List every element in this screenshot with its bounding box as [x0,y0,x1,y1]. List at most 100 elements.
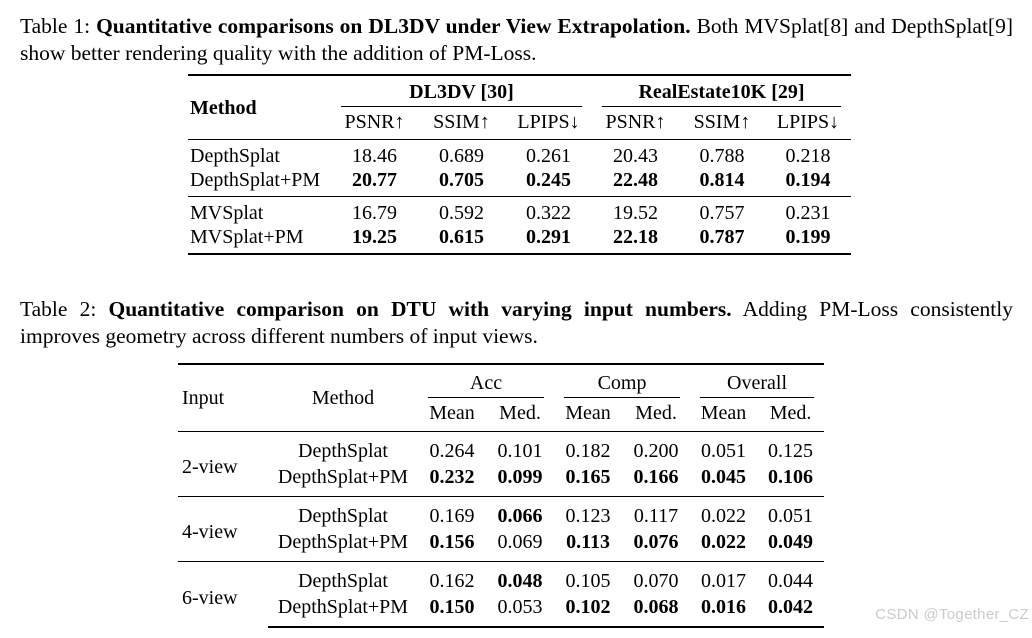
metric-value: 20.77 [352,169,397,191]
metric-value: 16.79 [331,196,418,225]
metric-value: 0.048 [486,561,555,594]
column-header-median: Med. [757,398,825,432]
column-group-acc: Acc [418,363,555,398]
metric-value: 0.022 [690,496,758,529]
column-header-psnr: PSNR↑ [592,107,679,140]
metric-value: 0.787 [679,225,765,255]
column-group-dl3dv: DL3DV [30] [331,74,592,107]
method-name: DepthSplat+PM [268,594,418,628]
table1-caption-text: Both MVSplat[8] and DepthSplat[9] show b… [20,14,1013,65]
group-label-acc: Acc [428,371,545,398]
table2-metric-header-row: Mean Med. Mean Med. Mean Med. [178,398,825,432]
table1-caption: Table 1: Quantitative comparisons on DL3… [20,13,1013,66]
metric-value: 0.194 [785,169,831,191]
table-row: MVSplat 16.79 0.592 0.322 19.52 0.757 0.231 [188,196,852,225]
group-label-overall: Overall [700,371,815,398]
metric-value: 0.245 [526,169,571,191]
method-name: DepthSplat [268,561,418,594]
metric-value: 0.291 [505,225,592,255]
column-header-psnr: PSNR↑ [331,107,418,140]
table1-metric-header-row: PSNR↑ SSIM↑ LPIPS↓ PSNR↑ SSIM↑ LPIPS↓ [188,107,852,140]
table2-caption-title: Quantitative comparison on DTU with vary… [108,297,732,321]
metric-value: 0.615 [418,225,505,255]
metric-value: 0.757 [679,196,765,225]
table-row: 6-view DepthSplat 0.162 0.048 0.105 0.070 0.01… [178,561,825,627]
metric-value: 0.162 [418,561,486,594]
column-group-comp: Comp [554,363,691,398]
metric-value: 0.053 [486,594,555,628]
csdn-watermark: CSDN @Together_CZ [875,606,1029,623]
method-name: DepthSplat [298,440,388,462]
input-views-label: 6-view [178,561,268,627]
metric-value: 0.102 [554,594,623,628]
metric-value: 0.264 [429,440,475,462]
method-name: MVSplat [188,196,331,225]
metric-value: 0.076 [633,531,679,553]
metric-value: 20.43 [613,145,658,167]
column-header-mean: Mean [554,398,623,432]
metric-value: 0.231 [765,196,852,225]
metric-value: 19.25 [331,225,418,255]
table2-caption-label: Table 2: [20,297,109,321]
metric-value: 0.069 [497,531,543,553]
metric-value: 18.46 [352,145,397,167]
table2-caption-text: Adding PM-Loss consistently improves geo… [20,297,1013,348]
metric-value: 19.52 [592,196,679,225]
method-name: MVSplat+PM [188,225,331,255]
metric-value: 0.113 [566,531,610,553]
column-header-method: Method [268,363,418,432]
metric-value: 22.18 [592,225,679,255]
table-row: 4-view DepthSplat 0.169 0.066 0.123 0.117 0.02… [178,496,825,562]
column-header-input: Input [178,363,268,432]
input-views-label: 2-view [182,456,238,478]
metric-value: 0.165 [565,466,611,488]
table2-group-header-row: Input Method Acc Comp Overall [178,363,825,432]
metric-value: 0.045 [701,466,747,488]
metric-value: 0.044 [757,561,825,594]
metric-value: 0.705 [439,169,484,191]
metric-value: 0.051 [757,496,825,529]
column-header-median: Med. [486,398,555,432]
metric-value: 0.105 [554,561,623,594]
metric-value: 0.261 [526,145,571,167]
metric-value: 0.150 [418,594,486,628]
table-row: MVSplat+PM 19.25 0.615 0.291 22.18 0.787 0.199 [188,225,852,255]
metric-value: 0.218 [785,145,831,167]
metric-value: 0.166 [633,466,679,488]
metric-value: 0.017 [690,561,758,594]
metric-value: 0.068 [622,594,691,628]
column-header-lpips: LPIPS↓ [765,107,852,140]
table-row: DepthSplat+PM 0.232 0.099 0.165 0.166 0.045 0.… [178,464,824,497]
method-name: DepthSplat [268,496,418,529]
metric-value: 0.156 [429,531,475,553]
metric-value: 0.123 [554,496,623,529]
method-name: DepthSplat+PM [277,466,409,488]
metric-value: 0.016 [690,594,758,628]
method-name: DepthSplat+PM [277,531,409,553]
group-label-realestate10k: RealEstate10K [29] [602,80,842,107]
metric-value: 0.099 [497,466,543,488]
group-label-comp: Comp [564,371,681,398]
table-row: DepthSplat+PM 0.156 0.069 0.113 0.076 0.022 0.… [178,529,824,562]
table-row: DepthSplat+PM 20.77 0.705 0.245 22.48 0.814 0.… [188,168,851,197]
metric-value: 0.169 [418,496,486,529]
metric-value: 0.232 [429,466,475,488]
column-header-mean: Mean [418,398,486,432]
table-2-dtu-comparison: Input Method Acc Comp Overall Mean Med. … [178,363,825,628]
column-header-ssim: SSIM↑ [679,107,765,140]
metric-value: 0.022 [701,531,747,553]
metric-value: 0.322 [505,196,592,225]
table1-caption-title: Quantitative comparisons on DL3DV under … [96,14,691,38]
column-group-overall: Overall [690,363,825,398]
column-header-lpips: LPIPS↓ [505,107,592,140]
metric-value: 22.48 [613,169,658,191]
metric-value: 0.200 [633,440,679,462]
method-name: DepthSplat [190,145,280,167]
table-1-dl3dv-comparison: Method DL3DV [30] RealEstate10K [29] PSN… [188,74,852,255]
column-header-ssim: SSIM↑ [418,107,505,140]
method-name: DepthSplat+PM [190,169,321,191]
table2-caption: Table 2: Quantitative comparison on DTU … [20,296,1013,349]
column-header-mean: Mean [690,398,758,432]
input-views-label: 4-view [178,496,268,562]
metric-value: 0.199 [765,225,852,255]
